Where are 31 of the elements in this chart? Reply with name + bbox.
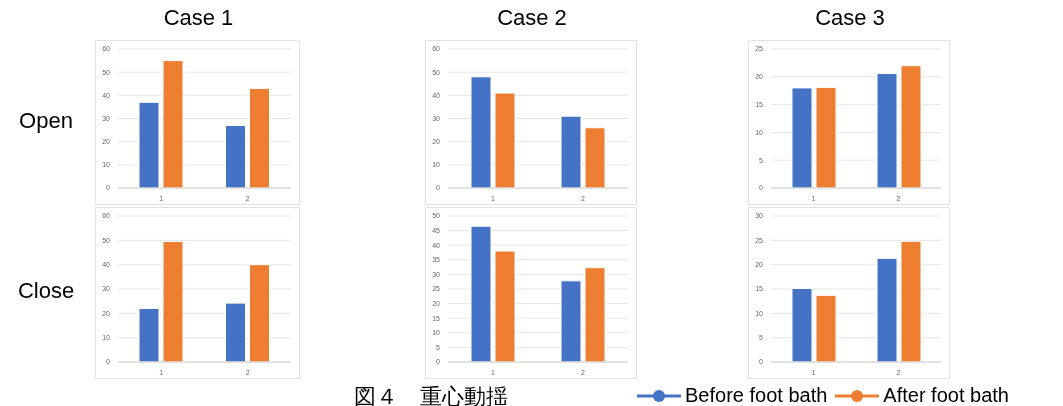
bar	[815, 294, 837, 362]
bar	[584, 267, 606, 362]
bar	[876, 72, 898, 188]
bar	[249, 87, 270, 188]
bar	[249, 264, 270, 362]
chart-title: Case 2	[496, 5, 568, 31]
bar	[791, 288, 813, 362]
bar	[138, 307, 160, 362]
legend-label: Before foot bath	[685, 384, 828, 406]
bar	[584, 127, 606, 188]
bar	[470, 76, 492, 188]
bar	[494, 250, 516, 362]
bar	[494, 92, 516, 188]
bar	[162, 241, 184, 362]
y-axis-title: Open	[18, 107, 74, 134]
bar	[900, 240, 922, 362]
bar	[225, 124, 246, 188]
bar	[560, 280, 582, 362]
bar	[560, 115, 582, 188]
bar	[876, 257, 898, 362]
bar	[815, 86, 837, 188]
chart-title: Case 3	[814, 5, 886, 31]
bar	[791, 87, 813, 188]
chart-title: Case 1	[162, 5, 235, 31]
legend-label: After foot bath	[883, 384, 1009, 406]
bar	[225, 302, 246, 362]
bar	[162, 60, 184, 188]
bar	[470, 225, 492, 362]
bar	[138, 101, 160, 188]
y-axis-title: Close	[16, 278, 76, 304]
bar	[900, 65, 922, 188]
